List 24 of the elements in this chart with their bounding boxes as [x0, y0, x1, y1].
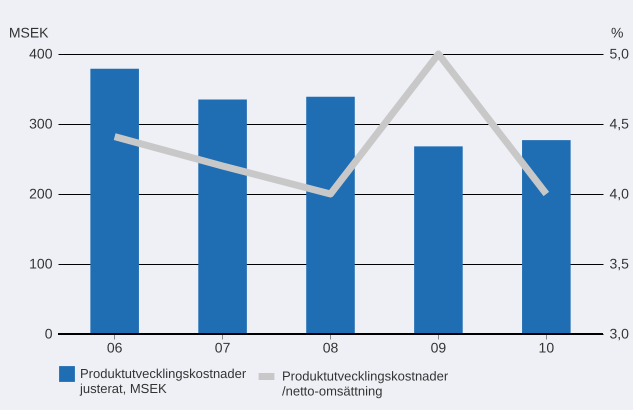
legend-label: Produktutvecklingskostnader justerat, MSEK	[79, 366, 247, 396]
x-tick-label: 08	[322, 340, 338, 356]
x-tick-label: 09	[430, 340, 446, 356]
y2-tick-label: 3,5	[610, 256, 630, 272]
bar	[414, 146, 463, 334]
legend-label: Produktutvecklingskostnader /netto-omsättning	[282, 368, 449, 398]
y-tick-label: 300	[29, 116, 53, 132]
x-tick-label: 07	[214, 340, 231, 356]
y2-axis-title: %	[611, 24, 624, 40]
x-tick-label: 06	[106, 340, 123, 356]
bar	[90, 68, 139, 334]
bar	[198, 100, 247, 334]
bar	[522, 140, 571, 334]
y-tick-label: 0	[44, 326, 53, 342]
y2-tick-label: 4,0	[610, 186, 630, 202]
y-tick-label: 400	[29, 46, 53, 62]
x-tick-label: 10	[538, 340, 554, 356]
y2-tick-label: 4,5	[610, 116, 630, 132]
bar	[306, 96, 355, 334]
y-axis-title: MSEK	[8, 24, 50, 40]
y2-tick-label: 3,0	[610, 326, 630, 342]
y-tick-label: 100	[29, 256, 53, 272]
y-tick-label: 200	[29, 186, 53, 202]
y2-tick-label: 5,0	[610, 46, 630, 62]
